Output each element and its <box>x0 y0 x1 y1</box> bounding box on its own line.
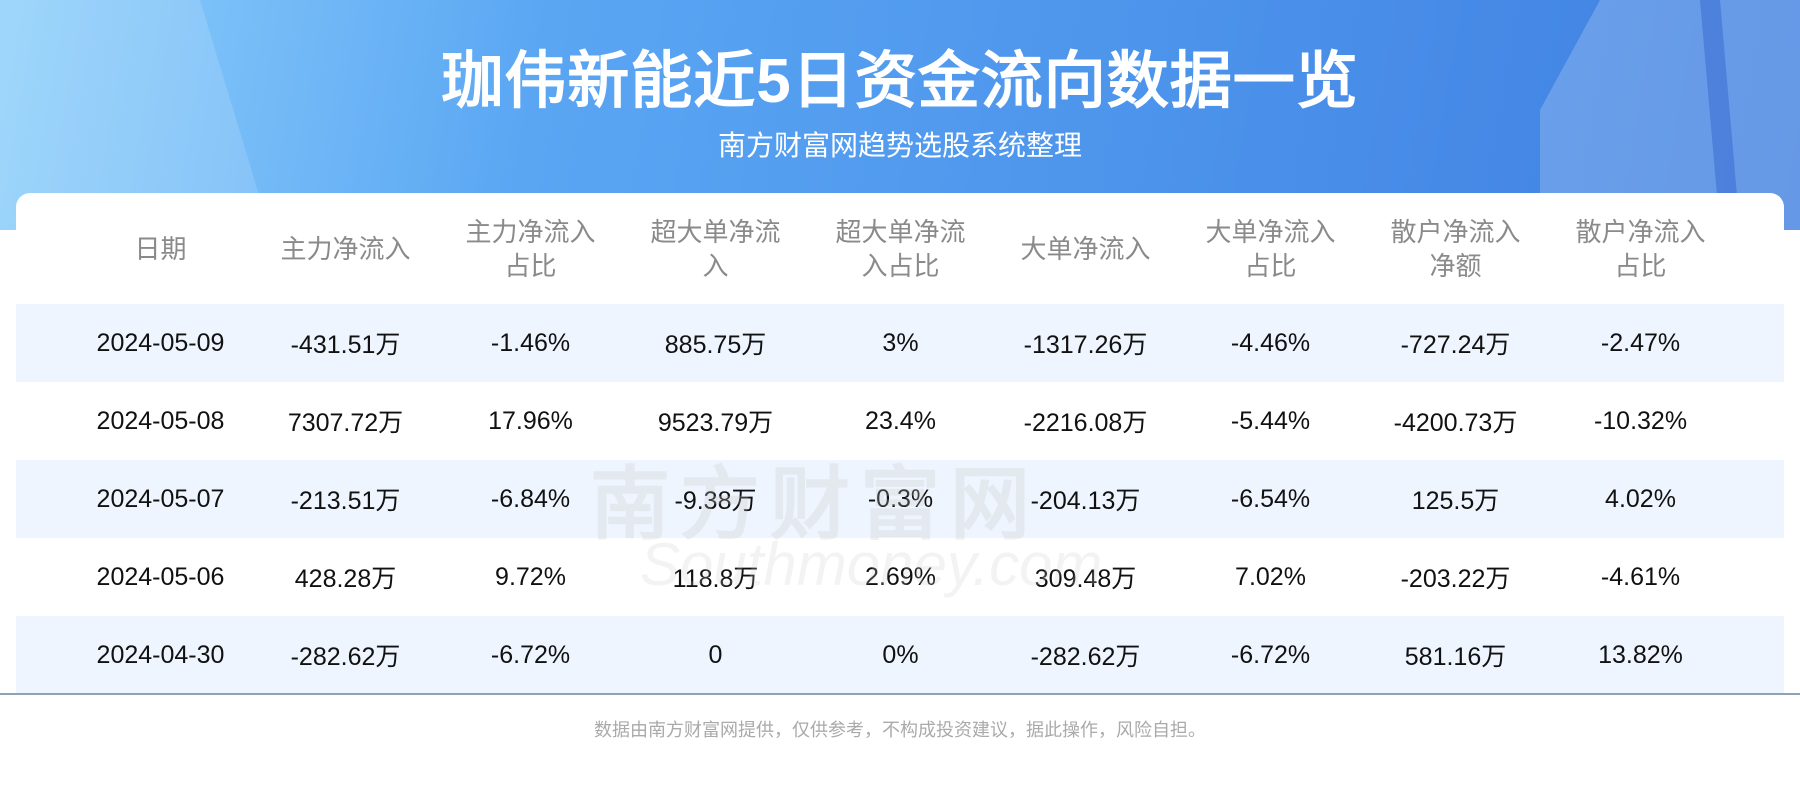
page-subtitle: 南方财富网趋势选股系统整理 <box>717 130 1082 161</box>
table-cell: 2024-05-07 <box>96 484 225 513</box>
table-cell: -282.62万 <box>1030 643 1141 671</box>
column-header: 散户净流入 占比 <box>1575 216 1706 281</box>
table-cell: -0.3% <box>867 484 934 513</box>
column-header: 日期 <box>134 233 187 264</box>
table-cell: 2024-05-06 <box>96 562 225 591</box>
table-cell: -213.51万 <box>290 487 401 515</box>
table-cell: 2024-05-08 <box>96 406 225 435</box>
table-cell: -10.32% <box>1593 406 1688 435</box>
table-cell: -6.84% <box>490 484 571 513</box>
table-cell: -6.72% <box>1230 640 1311 669</box>
table-cell: -282.62万 <box>290 643 401 671</box>
table-row: 2024-05-06 428.28万 9.72% 118.8万 2.69% 309.48万… <box>16 538 1784 616</box>
table-row: 2024-04-30 -282.62万 -6.72% 0 0% -282.62万 -6.72… <box>16 616 1784 694</box>
table-cell: 17.96% <box>488 406 573 435</box>
table-cell: 23.4% <box>865 406 936 435</box>
watermark: 南方财富网 <box>590 460 1040 549</box>
column-header: 大单净流入 占比 <box>1205 216 1336 281</box>
table-cell: -431.51万 <box>290 331 401 359</box>
table-cell: 2.69% <box>865 562 936 591</box>
table-cell: -204.13万 <box>1030 487 1141 515</box>
table-cell: 309.48万 <box>1034 565 1137 593</box>
column-header: 主力净流入 占比 <box>465 216 596 281</box>
table-cell: -4.61% <box>1600 562 1681 591</box>
watermark: Southmoney.com <box>640 531 1103 598</box>
table-cell: 125.5万 <box>1411 487 1500 515</box>
table-cell: -6.54% <box>1230 484 1311 513</box>
table-cell: 7307.72万 <box>287 409 404 437</box>
disclaimer: 数据由南方财富网提供，仅供参考，不构成投资建议，据此操作，风险自担。 <box>594 720 1206 740</box>
table-cell: 2024-04-30 <box>96 640 225 669</box>
data-table: 日期 主力净流入 主力净流入 占比 超大单净流入超大单净流 入占比 大单净流入 大单净流入 占比… <box>16 193 1784 694</box>
header-banner: 珈伟新能近5日资金流向数据一览 南方财富网趋势选股系统整理 <box>0 0 1800 230</box>
table-cell: -2.47% <box>1600 328 1681 357</box>
page-title: 珈伟新能近5日资金流向数据一览 <box>441 47 1359 116</box>
table-cell: 0% <box>882 640 919 669</box>
table-cell: 428.28万 <box>294 565 397 593</box>
column-header: 大单净流入 <box>1020 233 1151 264</box>
table-cell: -5.44% <box>1230 406 1311 435</box>
decor-shape <box>1540 0 1800 230</box>
table-cell: 13.82% <box>1598 640 1683 669</box>
table-header: 日期 主力净流入 主力净流入 占比 超大单净流入超大单净流 入占比 大单净流入 大单净流入 占比… <box>16 193 1784 304</box>
table-cell: -727.24万 <box>1400 331 1511 359</box>
table-row: 2024-05-08 7307.72万 17.96% 9523.79万 23.4% -22… <box>16 382 1784 460</box>
column-header: 散户净流入 净额 <box>1390 216 1521 281</box>
table-cell: 3% <box>882 328 919 357</box>
table-cell: 581.16万 <box>1404 643 1507 671</box>
table-cell: -203.22万 <box>1400 565 1511 593</box>
table-cell: -1317.26万 <box>1023 331 1148 359</box>
column-header: 超大单净流 入占比 <box>835 216 966 281</box>
column-header: 超大单净流入 <box>650 216 781 281</box>
table-cell: -9.38万 <box>674 487 757 515</box>
divider <box>0 693 1800 695</box>
table-cell: 9523.79万 <box>657 409 774 437</box>
table-cell: 4.02% <box>1605 484 1676 513</box>
table-cell: 885.75万 <box>664 331 767 359</box>
table-cell: -2216.08万 <box>1023 409 1148 437</box>
table-cell: -4200.73万 <box>1393 409 1518 437</box>
table-cell: 2024-05-09 <box>96 328 225 357</box>
table-cell: -1.46% <box>490 328 571 357</box>
table-row: 2024-05-07 -213.51万 -6.84% -9.38万 -0.3% -204.… <box>16 460 1784 538</box>
table-cell: -6.72% <box>490 640 571 669</box>
table-row: 2024-05-09 -431.51万 -1.46% 885.75万 3% -1317.2… <box>16 304 1784 382</box>
table-cell: 7.02% <box>1235 562 1306 591</box>
table-cell: -4.46% <box>1230 328 1311 357</box>
table-cell: 9.72% <box>495 562 566 591</box>
table-cell: 118.8万 <box>672 565 759 593</box>
column-header: 主力净流入 <box>280 233 411 264</box>
table-cell: 0 <box>708 640 723 669</box>
